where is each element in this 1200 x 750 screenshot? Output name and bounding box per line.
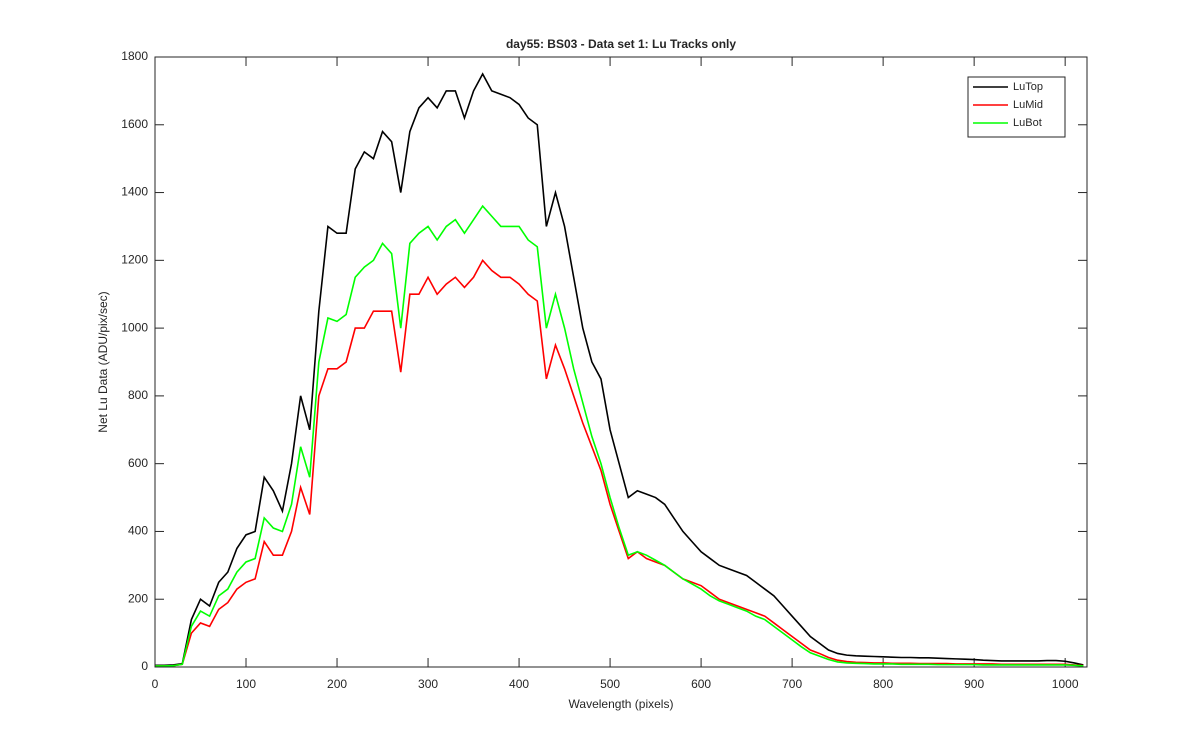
series-line: [155, 72, 1084, 667]
y-tick-label: 1800: [121, 49, 148, 63]
y-tick-label: 1000: [121, 320, 148, 334]
x-tick-label: 500: [600, 677, 620, 691]
x-tick-label: 0: [152, 677, 159, 691]
chart-title: day55: BS03 - Data set 1: Lu Tracks only: [506, 37, 736, 51]
x-tick-label: 1000: [1052, 677, 1079, 691]
y-tick-label: 0: [141, 659, 148, 673]
y-tick-label: 1200: [121, 253, 148, 267]
x-tick-label: 200: [327, 677, 347, 691]
legend-label: LuBot: [1013, 117, 1042, 129]
plot-frame: [154, 56, 1088, 668]
x-tick-label: 300: [418, 677, 438, 691]
y-axis-label: Net Lu Data (ADU/pix/sec): [96, 291, 110, 432]
x-axis-label: Wavelength (pixels): [569, 697, 674, 711]
plot-area: [155, 57, 1087, 667]
legend-label: LuMid: [1013, 99, 1043, 111]
y-tick-label: 1600: [121, 117, 148, 131]
x-tick-label: 900: [964, 677, 984, 691]
y-tick-label: 200: [128, 591, 148, 605]
legend-label: LuTop: [1013, 81, 1043, 93]
x-tick-label: 700: [782, 677, 802, 691]
series-line: [155, 204, 1084, 667]
x-tick-label: 800: [873, 677, 893, 691]
x-tick-label: 600: [691, 677, 711, 691]
x-tick-label: 100: [236, 677, 256, 691]
y-tick-label: 400: [128, 524, 148, 538]
x-tick-label: 400: [509, 677, 529, 691]
y-tick-label: 800: [128, 388, 148, 402]
y-tick-label: 600: [128, 456, 148, 470]
y-tick-label: 1400: [121, 185, 148, 199]
